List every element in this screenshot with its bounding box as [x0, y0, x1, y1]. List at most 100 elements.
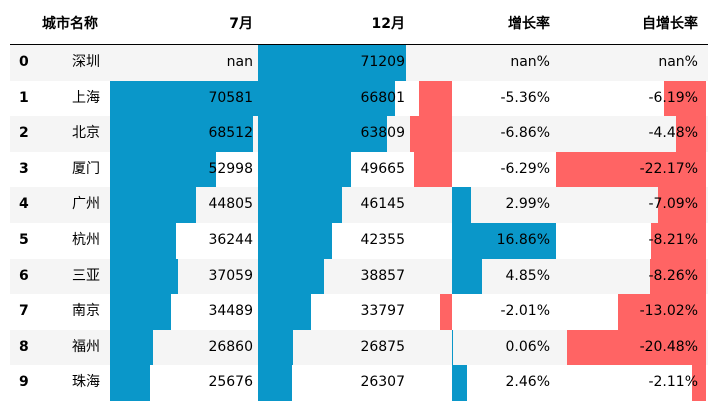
bar-dec	[258, 365, 292, 401]
cell-dec: 49665	[360, 160, 405, 177]
bar-dec	[258, 258, 324, 295]
cell-jul: 70581	[208, 89, 253, 106]
bar-dec	[258, 294, 311, 330]
row-index: 2	[19, 125, 29, 142]
cell-jul: 52998	[208, 160, 253, 177]
cell-dec: 66801	[360, 89, 405, 106]
table-row: 7 南京 34489 33797 -2.01% -13.02%	[0, 294, 720, 330]
cell-jul: 26860	[208, 338, 253, 355]
cell-growth: -5.36%	[500, 89, 550, 106]
cell-dec: 33797	[360, 303, 405, 320]
cell-self-growth: -8.26%	[648, 267, 698, 284]
cell-growth: 16.86%	[496, 232, 550, 248]
cell-self-growth: -2.11%	[648, 374, 698, 391]
bar-dec	[258, 80, 395, 117]
bar-growth	[413, 151, 453, 188]
table-row: 1 上海 70581 66801 -5.36% -6.19%	[0, 80, 720, 117]
cell-growth: 0.06%	[505, 338, 550, 355]
cell-city: 深圳	[72, 54, 100, 70]
cell-dec: 38857	[360, 267, 405, 284]
cell-city: 南京	[72, 303, 100, 320]
bar-growth	[452, 223, 556, 259]
header-growth: 增长率	[508, 16, 550, 32]
table-row: 3 厦门 52998 49665 -6.29% -22.17%	[0, 151, 720, 188]
bar-dec	[258, 116, 388, 152]
cell-dec: 46145	[360, 196, 405, 213]
table-row: 9 珠海 25676 26307 2.46% -2.11%	[0, 365, 720, 401]
row-index: 6	[19, 267, 29, 284]
cell-dec: 26875	[360, 338, 405, 355]
row-index: 5	[19, 232, 29, 248]
cell-growth: nan%	[510, 54, 550, 70]
table-row: 8 福州 26860 26875 0.06% -20.48%	[0, 329, 720, 366]
cell-jul: nan	[226, 54, 253, 70]
header-jul: 7月	[229, 16, 253, 32]
cell-growth: 2.99%	[505, 196, 550, 213]
row-index: 3	[19, 160, 29, 177]
row-index: 7	[19, 303, 29, 320]
bar-growth	[452, 365, 468, 401]
table-row: 5 杭州 36244 42355 16.86% -8.21%	[0, 223, 720, 259]
cell-dec: 42355	[360, 232, 405, 248]
cell-self-growth: -20.48%	[639, 338, 698, 355]
cell-self-growth: -22.17%	[639, 160, 698, 177]
row-index: 9	[19, 374, 29, 391]
cell-city: 杭州	[72, 232, 100, 248]
header-city: 城市名称	[42, 16, 98, 32]
cell-jul: 36244	[208, 232, 253, 248]
bar-jul	[110, 80, 258, 117]
table-row: 6 三亚 37059 38857 4.85% -8.26%	[0, 258, 720, 295]
bar-self-growth	[658, 187, 706, 223]
cell-city: 北京	[72, 125, 100, 142]
bar-jul	[110, 223, 176, 259]
bar-dec	[258, 151, 352, 188]
bar-growth	[452, 329, 454, 366]
cell-self-growth: -8.21%	[648, 232, 698, 248]
bar-jul	[110, 187, 197, 223]
cell-jul: 68512	[208, 125, 253, 142]
cell-jul: 34489	[208, 303, 253, 320]
bar-growth	[452, 187, 471, 223]
header-dec: 12月	[371, 16, 405, 32]
cell-city: 福州	[72, 338, 100, 355]
cell-self-growth: -13.02%	[639, 303, 698, 320]
bar-dec	[258, 329, 293, 366]
bar-dec	[258, 45, 406, 81]
cell-city: 上海	[72, 89, 100, 106]
cell-city: 三亚	[72, 267, 100, 284]
cell-self-growth: -4.48%	[648, 125, 698, 142]
row-index: 8	[19, 338, 29, 355]
cell-jul: 37059	[208, 267, 253, 284]
header-self-growth: 自增长率	[642, 16, 698, 32]
cell-self-growth: -7.09%	[648, 196, 698, 213]
cell-dec: 63809	[360, 125, 405, 142]
bar-self-growth	[617, 294, 706, 330]
bar-self-growth	[650, 223, 706, 259]
bar-jul	[110, 329, 153, 366]
cell-city: 广州	[72, 196, 100, 213]
cell-dec: 71209	[360, 54, 405, 70]
cell-growth: 2.46%	[505, 374, 550, 391]
cell-growth: -6.29%	[500, 160, 550, 177]
table-row: 2 北京 68512 63809 -6.86% -4.48%	[0, 116, 720, 152]
bar-jul	[110, 365, 151, 401]
cell-city: 珠海	[72, 374, 100, 391]
table-row: 0 深圳 nan 71209 nan% nan%	[0, 45, 720, 81]
cell-dec: 26307	[360, 374, 405, 391]
bar-self-growth	[664, 80, 706, 117]
bar-growth	[410, 116, 453, 152]
cell-growth: -2.01%	[500, 303, 550, 320]
bar-self-growth	[567, 329, 706, 366]
row-index: 0	[19, 54, 29, 70]
cell-city: 厦门	[72, 160, 100, 177]
bar-jul	[110, 294, 172, 330]
bar-self-growth	[650, 258, 706, 295]
cell-growth: 4.85%	[505, 267, 550, 284]
bar-growth	[452, 258, 483, 295]
bar-self-growth	[675, 116, 706, 152]
row-index: 1	[19, 89, 29, 106]
bar-growth	[419, 80, 453, 117]
bar-jul	[110, 151, 216, 188]
bar-jul	[110, 258, 178, 295]
